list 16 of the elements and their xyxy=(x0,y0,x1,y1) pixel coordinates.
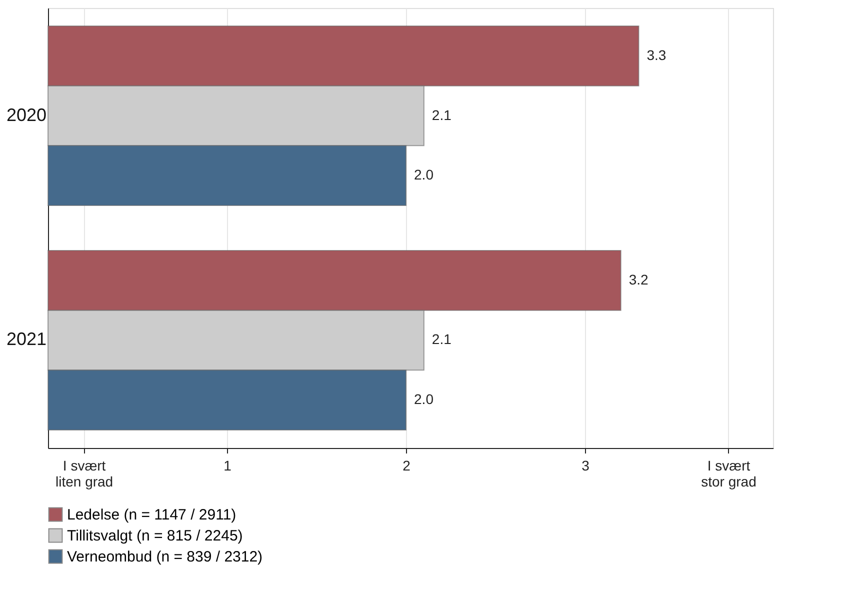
x-tick-label: I svært stor grad xyxy=(701,458,756,490)
data-label: 3.2 xyxy=(628,271,649,288)
x-tick-label: 2 xyxy=(402,458,411,474)
data-label: 2.1 xyxy=(432,331,452,348)
data-label: 2.0 xyxy=(414,391,434,408)
x-tick-label: 3 xyxy=(582,458,590,474)
legend-label: Tillitsvalgt (n = 815 / 2245) xyxy=(67,528,243,544)
x-tick-label: I svært liten grad xyxy=(56,458,114,490)
legend-label: Ledelse (n = 1147 / 2911) xyxy=(67,506,236,524)
data-label: 2.1 xyxy=(432,106,452,123)
data-label: 2.0 xyxy=(414,166,434,183)
legend-label: Verneombud (n = 839 / 2312) xyxy=(67,548,263,566)
y-tick-label: 2021 xyxy=(6,329,46,350)
data-label: 3.3 xyxy=(646,46,666,63)
x-tick-label: 1 xyxy=(224,458,232,474)
y-tick-label: 2020 xyxy=(6,104,46,125)
